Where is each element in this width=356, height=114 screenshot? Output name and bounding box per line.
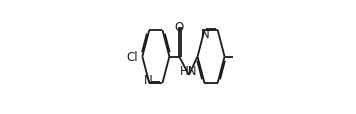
Text: N: N (201, 28, 209, 41)
Text: O: O (174, 21, 184, 34)
Text: N: N (144, 73, 153, 86)
Text: HN: HN (180, 65, 198, 78)
Text: Cl: Cl (126, 51, 138, 63)
